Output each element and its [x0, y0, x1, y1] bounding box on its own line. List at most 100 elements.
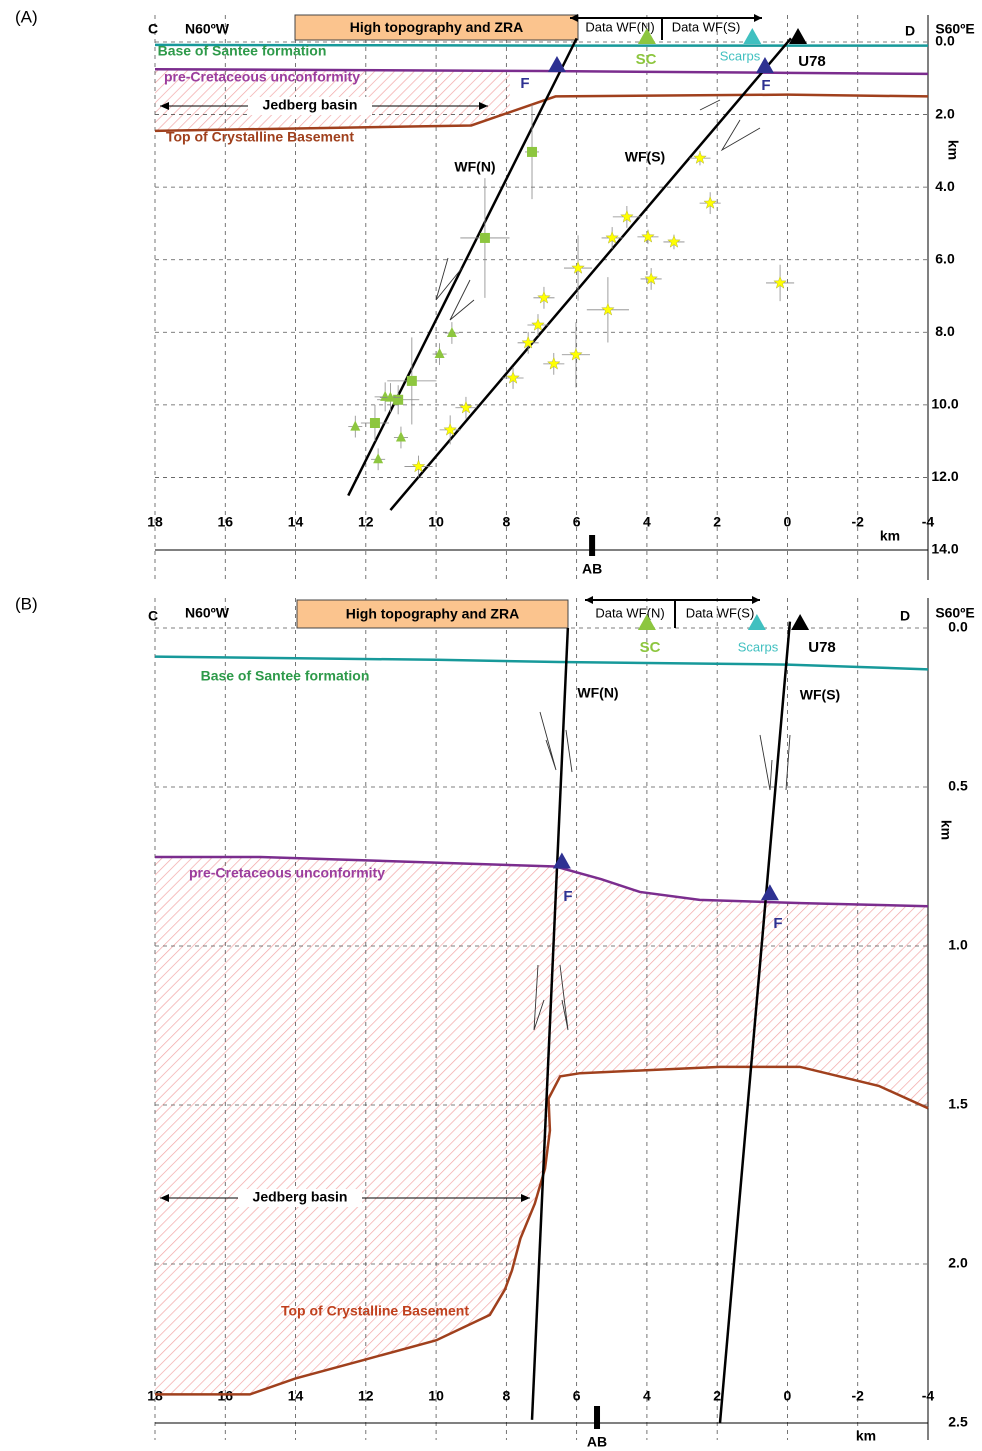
x-tick-label: 18 [147, 1388, 163, 1404]
section-end: D [905, 23, 915, 39]
ab-label: AB [587, 1434, 607, 1450]
y-tick-label: 10.0 [931, 396, 958, 412]
zra-label: High topography and ZRA [350, 19, 523, 35]
y-tick-label: 14.0 [931, 541, 958, 557]
basin-label: Jedberg basin [253, 1189, 348, 1205]
x-tick-label: 16 [217, 514, 233, 530]
y-axis-label: km [945, 140, 961, 160]
figure: 181614121086420-2-40.02.04.06.08.010.012… [0, 0, 982, 1451]
direction: N60ºW [185, 21, 230, 37]
x-tick-label: 0 [784, 514, 792, 530]
hypocenter [373, 453, 383, 463]
hypocenter [480, 233, 490, 243]
boundary-label: pre-Cretaceous unconformity [164, 69, 360, 85]
site-marker [789, 28, 807, 44]
site-label: F [773, 915, 782, 932]
x-tick-label: 18 [147, 514, 163, 530]
ab-marker [589, 535, 595, 556]
slip-arrow [566, 730, 572, 772]
section-end: C [148, 608, 158, 624]
y-tick-label: 1.0 [948, 937, 968, 953]
site-label: U78 [808, 639, 836, 656]
y-tick-label: 6.0 [935, 250, 955, 266]
hypocenter [447, 327, 457, 337]
x-tick-label: 10 [428, 1388, 444, 1404]
x-tick-label: 4 [643, 514, 651, 530]
hypocenter [393, 395, 403, 405]
x-tick-label: 6 [573, 1388, 581, 1404]
boundary-label: Top of Crystalline Basement [281, 1303, 469, 1319]
ab-marker [594, 1406, 600, 1429]
site-label: Scarps [738, 639, 779, 654]
slip-arrow [786, 735, 790, 790]
y-tick-label: 2.0 [948, 1255, 968, 1271]
x-tick-label: 10 [428, 514, 444, 530]
panel-label: (A) [15, 7, 38, 26]
basin-label: Jedberg basin [263, 97, 358, 113]
data-label: Data WF(S) [672, 19, 741, 34]
x-tick-label: 2 [713, 1388, 721, 1404]
site-label: F [761, 77, 770, 94]
y-tick-label: 4.0 [935, 178, 955, 194]
site-label: F [563, 888, 572, 905]
x-tick-label: -2 [852, 1388, 865, 1404]
slip-arrow [700, 100, 760, 150]
y-tick-label: 12.0 [931, 468, 958, 484]
section-end: D [900, 608, 910, 624]
data-label: Data WF(S) [686, 605, 755, 620]
fault-label: WF(S) [625, 149, 665, 165]
fault-label: WF(N) [577, 685, 618, 701]
x-tick-label: 0 [784, 1388, 792, 1404]
slip-arrow [540, 712, 556, 770]
y-tick-label: 2.5 [948, 1414, 968, 1430]
site-marker [791, 614, 809, 630]
site-label: SC [636, 51, 657, 68]
boundary-label: Base of Santee formation [158, 43, 327, 59]
data-label: Data WF(N) [595, 605, 664, 620]
site-label: U78 [798, 53, 826, 70]
hypocenter [370, 418, 380, 428]
x-tick-label: 2 [713, 514, 721, 530]
x-tick-label: -2 [852, 514, 865, 530]
fault-label: WF(S) [800, 687, 840, 703]
y-tick-label: 8.0 [935, 323, 955, 339]
y-tick-label: 0.5 [948, 778, 968, 794]
x-tick-label: 4 [643, 1388, 651, 1404]
panel-label: (B) [15, 594, 38, 613]
x-tick-label: 8 [502, 1388, 510, 1404]
y-axis-label: km [938, 820, 954, 840]
direction: S60ºE [935, 21, 974, 37]
ab-label: AB [582, 561, 602, 577]
boundary-label: Top of Crystalline Basement [166, 129, 354, 145]
hypocenter [350, 421, 360, 431]
site-marker [743, 28, 761, 44]
x-tick-label: 14 [288, 514, 304, 530]
site-marker [553, 853, 571, 869]
hypocenter [396, 432, 406, 442]
y-tick-label: 2.0 [935, 105, 955, 121]
x-tick-label: 12 [358, 1388, 374, 1404]
x-tick-label: 14 [288, 1388, 304, 1404]
direction: S60ºE [935, 605, 974, 621]
direction: N60ºW [185, 605, 230, 621]
site-label: Scarps [720, 48, 761, 63]
hatched-basin [155, 857, 928, 1394]
x-axis-label: km [856, 1428, 876, 1444]
site-label: F [520, 75, 529, 92]
hypocenter [527, 147, 537, 157]
y-tick-label: 0.0 [948, 619, 968, 635]
section-end: C [148, 21, 158, 37]
x-axis-label: km [880, 528, 900, 544]
site-marker [761, 884, 779, 900]
boundary-label: Base of Santee formation [201, 668, 370, 684]
x-tick-label: 16 [217, 1388, 233, 1404]
y-tick-label: 1.5 [948, 1096, 968, 1112]
x-tick-label: 6 [573, 514, 581, 530]
zra-label: High topography and ZRA [346, 606, 519, 622]
x-tick-label: 12 [358, 514, 374, 530]
boundary-label: pre-Cretaceous unconformity [189, 865, 385, 881]
hypocenter [407, 376, 417, 386]
site-label: SC [640, 639, 661, 656]
